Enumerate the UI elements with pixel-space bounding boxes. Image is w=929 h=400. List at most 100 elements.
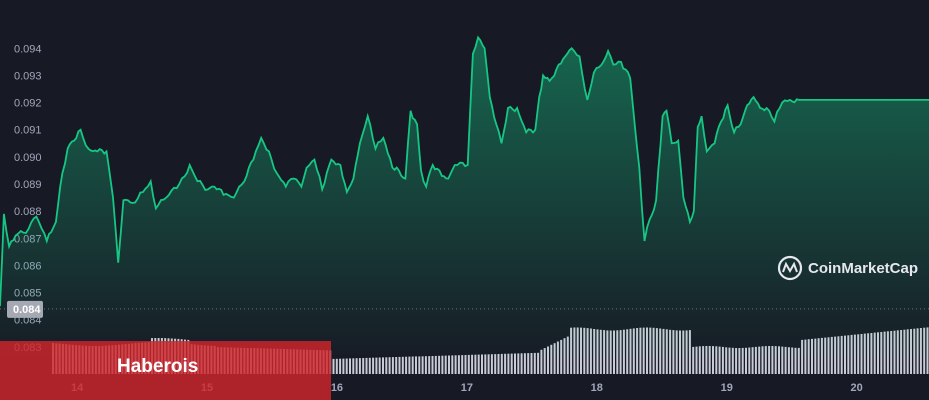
volume-bar: [464, 355, 467, 374]
volume-bar: [801, 339, 804, 374]
y-tick-label: 0.092: [14, 98, 42, 110]
volume-bar: [550, 344, 553, 374]
volume-bar: [395, 357, 398, 374]
volume-bar: [507, 353, 510, 374]
volume-bar: [523, 353, 526, 374]
price-area: [0, 37, 929, 356]
volume-bar: [748, 347, 751, 374]
volume-bar: [418, 356, 421, 374]
volume-bar: [563, 338, 566, 374]
volume-bar: [487, 354, 490, 374]
volume-bar: [758, 346, 761, 374]
price-line: [0, 35, 929, 307]
volume-bar: [474, 354, 477, 374]
volume-bar: [784, 346, 787, 374]
volume-bar: [345, 358, 348, 374]
volume-bar: [530, 353, 533, 374]
volume-bar: [553, 343, 556, 374]
volume-bar: [497, 354, 500, 374]
volume-bar: [335, 358, 338, 374]
overlay-background: [0, 341, 331, 400]
current-price-tag: 0.084: [7, 300, 43, 318]
volume-bar: [408, 356, 411, 374]
volume-bar: [811, 338, 813, 374]
y-tick-label: 0.093: [14, 70, 42, 82]
volume-bar: [378, 357, 381, 374]
volume-bar: [438, 355, 441, 374]
volume-bar: [751, 347, 754, 374]
volume-bar: [520, 353, 523, 374]
volume-bar: [385, 357, 388, 374]
volume-bar: [342, 358, 345, 374]
volume-bar: [368, 357, 371, 374]
volume-bar: [428, 356, 431, 374]
volume-bar: [448, 355, 450, 374]
price-tag-label: 0.084: [13, 304, 41, 316]
volume-bar: [695, 346, 698, 374]
logo-wave-icon: [782, 261, 798, 274]
volume-bar: [768, 346, 771, 374]
volume-bar: [702, 346, 705, 374]
volume-bar: [735, 348, 738, 374]
volume-bar: [781, 346, 784, 374]
volume-bar: [708, 346, 711, 374]
volume-bar: [388, 357, 391, 374]
volume-bar: [401, 356, 404, 374]
volume-bar: [372, 357, 375, 374]
volume-bar: [837, 336, 840, 374]
volume-bar: [477, 354, 480, 374]
volume-bar: [533, 352, 536, 374]
volume-bar: [834, 336, 837, 374]
volume-bar: [362, 358, 365, 374]
volume-bar: [797, 347, 800, 374]
volume-bar: [824, 337, 827, 374]
volume-bar: [745, 347, 747, 374]
volume-bar: [817, 338, 820, 374]
volume-bar: [560, 339, 563, 374]
x-tick-label: 18: [591, 382, 603, 394]
volume-bar: [510, 353, 513, 374]
volume-bar: [467, 354, 470, 374]
volume-bar: [441, 355, 444, 374]
volume-bar: [754, 346, 757, 374]
y-tick-label: 0.091: [14, 125, 42, 137]
volume-bar: [500, 353, 503, 374]
volume-bar: [349, 358, 351, 374]
volume-bar: [490, 354, 493, 374]
volume-bar: [791, 347, 794, 374]
volume-bar: [543, 348, 546, 374]
volume-bar: [804, 339, 807, 374]
volume-bar: [527, 353, 530, 374]
volume-bar: [358, 358, 361, 374]
volume-bar: [721, 346, 724, 374]
price-tag-background: [7, 300, 43, 318]
volume-bar: [764, 346, 767, 374]
volume-bar: [830, 336, 833, 374]
volume-bar: [728, 347, 731, 374]
volume-bar: [424, 356, 427, 374]
overlay-label: Haberois: [117, 356, 198, 377]
volume-bar: [352, 358, 355, 374]
volume-bar: [504, 353, 507, 374]
volume-bar: [820, 337, 823, 374]
watermark: CoinMarketCap: [777, 255, 918, 281]
volume-bar: [725, 347, 728, 374]
volume-bar: [774, 346, 777, 374]
volume-bar: [454, 355, 457, 374]
volume-bar: [471, 354, 474, 374]
volume-bar: [398, 356, 401, 374]
y-tick-label: 0.094: [14, 43, 42, 55]
volume-bar: [457, 355, 460, 374]
volume-bar: [355, 358, 358, 374]
volume-bar: [494, 354, 497, 374]
y-tick-label: 0.089: [14, 179, 42, 191]
volume-bar: [794, 347, 797, 374]
volume-bar: [807, 339, 810, 374]
volume-bar: [484, 354, 487, 374]
volume-bar: [712, 346, 714, 374]
y-tick-label: 0.088: [14, 206, 42, 218]
volume-bar: [481, 354, 483, 374]
coinmarketcap-logo-icon: [777, 255, 803, 281]
volume-bar: [375, 357, 378, 374]
